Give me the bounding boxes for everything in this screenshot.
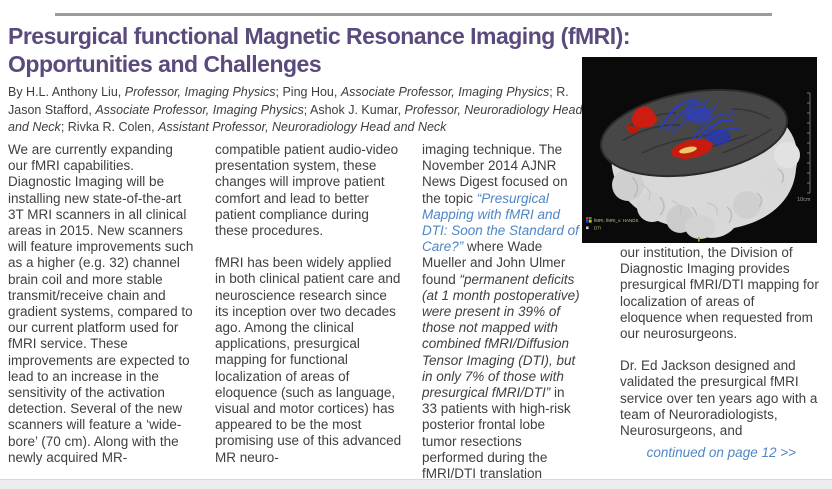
article-columns: We are currently expanding our fMRI capa… <box>8 142 820 482</box>
article-paragraph: compatible patient audio-video presentat… <box>215 142 403 239</box>
text-run: imaging technique. The November 2014 AJN… <box>422 142 568 206</box>
text-run: We are currently expanding our fMRI capa… <box>8 142 194 465</box>
text-run: ; Ashok J. Kumar, <box>303 102 405 117</box>
article-column-3: imaging technique. The November 2014 AJN… <box>422 142 580 482</box>
article-column-1: We are currently expanding our fMRI capa… <box>8 142 196 482</box>
text-run: Associate Professor, Imaging Physics <box>340 85 550 99</box>
article-link[interactable]: “Presurgical Mapping with fMRI and DTI: … <box>422 190 579 255</box>
text-run: ; Rivka R. Colen, <box>60 120 159 134</box>
text-run: Assistant Professor, Neuroradiology Head… <box>158 120 447 134</box>
fmri-activations <box>626 106 713 159</box>
text-run: ; Ping Hou, <box>275 85 341 99</box>
text-run: where Wade Mueller and John Ulmer found <box>422 239 566 287</box>
article-paragraph: our institution, the Division of Diagnos… <box>620 245 820 342</box>
article-paragraph: fMRI has been widely applied in both cli… <box>215 255 403 466</box>
article-column-2: compatible patient audio-video presentat… <box>215 142 403 482</box>
scale-label: 10cm <box>797 197 811 203</box>
text-run: ; R. Jason Stafford, <box>8 85 569 117</box>
text-run: Professor, Neuroradiology Head and Neck <box>8 102 583 135</box>
text-run: “permanent deficits (at 1 month postoper… <box>422 271 580 401</box>
text-run: Dr. Ed Jackson designed and validated th… <box>620 358 818 439</box>
orientation-tick <box>698 237 700 242</box>
article-column-4: our institution, the Division of Diagnos… <box>599 142 820 482</box>
text-run: Associate Professor, Imaging Physics <box>95 102 304 117</box>
article-paragraph: Dr. Ed Jackson designed and validated th… <box>620 358 820 439</box>
header-rule <box>55 13 772 16</box>
legend-line2: DTI <box>594 226 601 231</box>
text-run: fMRI has been widely applied in both cli… <box>215 255 402 465</box>
text-run: in 33 patients with high-risk posterior … <box>422 385 571 482</box>
article-paragraph: We are currently expanding our fMRI capa… <box>8 142 196 466</box>
byline: By H.L. Anthony Liu, Professor, Imaging … <box>8 84 588 137</box>
text-run: By H.L. Anthony Liu, <box>8 85 125 99</box>
figure-legend: fMRI, fMRI_v: HANDS DTI <box>586 217 700 242</box>
legend-line1: fMRI, fMRI_v: HANDS <box>594 218 639 223</box>
brain-render: 10cm fMRI, fMRI_v: HANDS DTI <box>582 57 817 243</box>
brain-figure: 10cm fMRI, fMRI_v: HANDS DTI <box>582 57 817 243</box>
article-title-line1: Presurgical functional Magnetic Resonanc… <box>8 23 630 49</box>
article-paragraph: imaging technique. The November 2014 AJN… <box>422 142 580 482</box>
text-run: our institution, the Division of Diagnos… <box>620 245 819 342</box>
scale-bar: 10cm <box>797 92 811 203</box>
page-edge-strip <box>0 479 832 489</box>
continued-link[interactable]: continued on page 12 >> <box>646 445 796 461</box>
text-run: compatible patient audio-video presentat… <box>215 142 399 239</box>
article-title-line2: Opportunities and Challenges <box>8 51 322 77</box>
text-run: Professor, Imaging Physics <box>124 85 276 99</box>
article-column-4-text: our institution, the Division of Diagnos… <box>620 245 820 439</box>
page-title: Presurgical functional Magnetic Resonanc… <box>8 22 768 78</box>
